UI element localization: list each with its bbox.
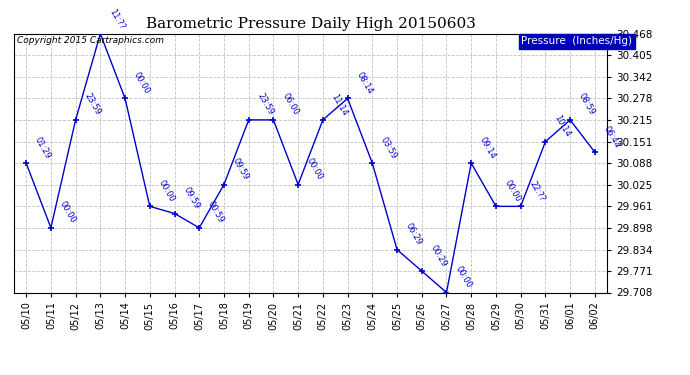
Text: 00:00: 00:00: [58, 200, 77, 225]
Text: 06:29: 06:29: [404, 222, 424, 247]
Text: 08:59: 08:59: [577, 92, 597, 117]
Text: Pressure  (Inches/Hg): Pressure (Inches/Hg): [521, 36, 632, 46]
Title: Barometric Pressure Daily High 20150603: Barometric Pressure Daily High 20150603: [146, 17, 475, 31]
Text: 00:00: 00:00: [157, 178, 177, 204]
Text: 00:00: 00:00: [503, 178, 522, 204]
Text: 08:14: 08:14: [355, 70, 374, 96]
Text: 00:29: 00:29: [428, 243, 448, 268]
Text: 23:59: 23:59: [255, 92, 275, 117]
Text: 09:59: 09:59: [231, 157, 250, 182]
Text: 11:14: 11:14: [330, 92, 349, 117]
Text: 00:00: 00:00: [132, 70, 152, 96]
Text: 00:00: 00:00: [305, 157, 325, 182]
Text: 00:59: 00:59: [206, 200, 226, 225]
Text: 23:59: 23:59: [83, 92, 102, 117]
Text: 09:14: 09:14: [478, 135, 497, 160]
Text: 06:00: 06:00: [280, 92, 300, 117]
Text: 10:14: 10:14: [552, 114, 572, 139]
Text: 11:??: 11:??: [107, 7, 126, 31]
Text: Copyright 2015 Cartraphics.com: Copyright 2015 Cartraphics.com: [17, 36, 164, 45]
Text: 01:29: 01:29: [33, 135, 52, 160]
Text: 09:59: 09:59: [181, 186, 201, 211]
Text: 00:00: 00:00: [453, 265, 473, 290]
Text: 06:44: 06:44: [602, 124, 622, 150]
Text: 03:59: 03:59: [380, 135, 399, 160]
Text: 22:??: 22:??: [528, 180, 546, 204]
